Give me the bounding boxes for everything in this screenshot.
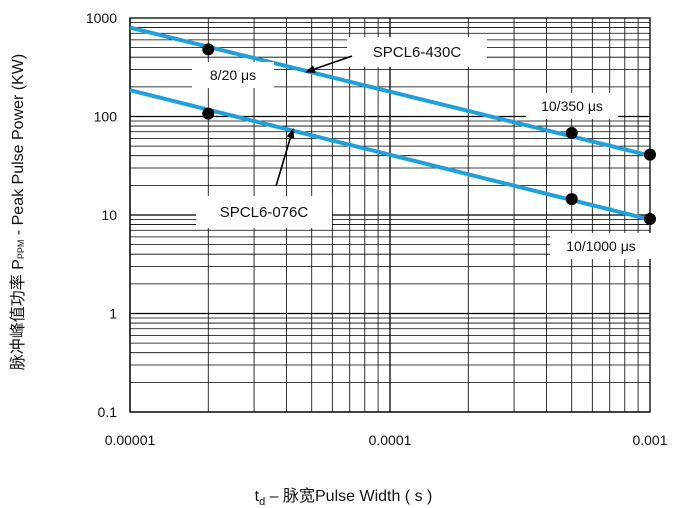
y-tick-label: 100	[94, 109, 118, 125]
tick-labels: 0.1 1 10 100 1000 0.00001 0.0001 0.001	[86, 10, 668, 448]
label-spcl6-430c: SPCL6-430C	[373, 44, 462, 61]
data-marker	[644, 148, 656, 161]
data-marker	[565, 126, 578, 139]
data-markers	[202, 43, 656, 226]
label-10-1000: 10/1000 μs	[566, 238, 636, 254]
series-line-spcl6-076c	[129, 88, 651, 222]
x-tick-label: 0.00001	[105, 432, 156, 448]
data-marker	[565, 193, 578, 206]
label-spcl6-076c-bg	[196, 196, 332, 228]
grid	[129, 18, 650, 413]
series-line-spcl6-430c	[129, 25, 651, 158]
data-marker	[202, 107, 215, 120]
label-10-1000-bg	[550, 233, 652, 259]
x-axis-label: td – 脉宽Pulse Width ( s )	[254, 488, 433, 508]
y-tick-label: 1000	[86, 10, 117, 26]
y-tick-label: 1	[109, 306, 117, 322]
x-tick-label: 0.0001	[369, 432, 412, 448]
x-tick-label: 0.001	[632, 432, 667, 448]
y-tick-label: 0.1	[98, 404, 118, 420]
label-spcl6-076c: SPCL6-076C	[220, 204, 309, 221]
data-marker	[644, 213, 656, 226]
label-10-350-bg	[526, 93, 618, 119]
series-lines	[129, 25, 651, 222]
annotations: 8/20 μs 10/350 μs 10/1000 μs SPCL6-430C SPCL…	[192, 37, 652, 259]
y-tick-label: 10	[101, 207, 117, 223]
arrow-076c	[275, 128, 295, 187]
arrow-430c	[305, 55, 353, 73]
label-spcl6-430c-bg	[347, 37, 487, 67]
data-marker	[202, 43, 215, 56]
label-8-20-bg	[192, 62, 274, 88]
label-8-20: 8/20 μs	[210, 67, 256, 83]
label-10-350: 10/350 μs	[541, 98, 603, 114]
